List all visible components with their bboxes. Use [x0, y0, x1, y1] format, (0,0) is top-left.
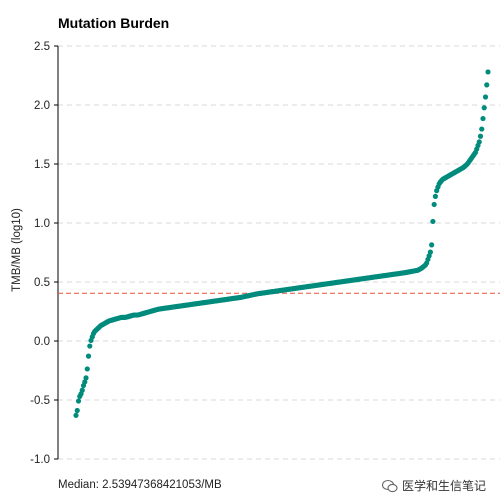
y-tick-label: 2.0	[34, 100, 50, 112]
data-point	[83, 375, 89, 381]
watermark-text: 医学和生信笔记	[401, 479, 486, 493]
y-axis: 2.5 2.0 1.5 1.0 0.5 0.0 -0.5 -1.0	[30, 41, 59, 466]
data-point	[73, 412, 79, 418]
data-point	[79, 387, 85, 393]
data-point	[479, 126, 485, 132]
data-point	[484, 82, 490, 88]
data-point	[429, 242, 435, 248]
y-tick-label: 1.0	[34, 218, 50, 230]
y-axis-title: TMB/MB (log10)	[11, 208, 23, 292]
wechat-icon	[381, 479, 398, 492]
data-point	[85, 353, 92, 359]
data-point	[481, 105, 487, 111]
y-tick-label: 0.0	[34, 336, 50, 348]
data-point	[84, 366, 90, 372]
data-points	[73, 69, 491, 418]
data-point	[477, 133, 484, 139]
data-point	[482, 94, 489, 100]
gridlines	[58, 45, 500, 460]
median-caption: Median: 2.53947368421053/MB	[58, 479, 222, 491]
y-tick-label: 1.5	[34, 159, 50, 171]
data-point	[430, 218, 436, 225]
data-point	[427, 249, 433, 255]
data-point	[480, 115, 486, 122]
data-point	[75, 398, 82, 404]
chart-title: Mutation Burden	[58, 15, 169, 31]
data-point	[74, 407, 80, 414]
data-point	[82, 379, 88, 385]
data-point	[87, 343, 93, 349]
data-point	[485, 69, 491, 75]
y-tick-label: 0.5	[34, 277, 50, 289]
data-point	[431, 201, 437, 208]
data-point	[432, 193, 438, 199]
y-tick-label: 2.5	[34, 41, 50, 53]
y-tick-label: -0.5	[30, 395, 50, 407]
watermark: 医学和生信笔记	[381, 477, 486, 494]
data-point	[476, 139, 482, 145]
y-tick-label: -1.0	[30, 454, 50, 466]
